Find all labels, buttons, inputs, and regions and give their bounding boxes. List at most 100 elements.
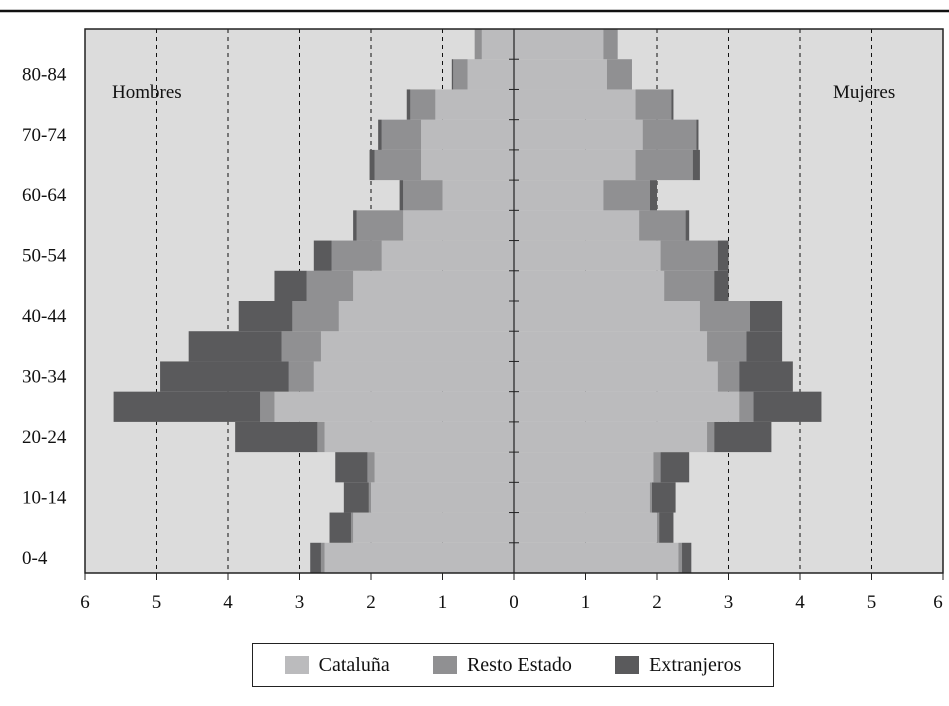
bar-mujeres-cataluna-40-44 xyxy=(514,301,700,332)
bar-mujeres-extranjeros-55-59 xyxy=(685,210,690,241)
x-tick-label: 1 xyxy=(581,592,591,613)
bar-mujeres-cataluna-85+ xyxy=(514,29,604,60)
bar-mujeres-cataluna-75-79 xyxy=(514,89,636,120)
y-tick-label: 60-64 xyxy=(22,185,67,206)
bar-mujeres-cataluna-15-19 xyxy=(514,452,654,483)
bar-mujeres-resto-estado-10-14 xyxy=(649,482,652,513)
bar-mujeres-cataluna-70-74 xyxy=(514,119,643,150)
x-tick-label: 0 xyxy=(509,592,519,613)
bar-mujeres-cataluna-80-84 xyxy=(514,59,607,90)
y-tick-label: 10-14 xyxy=(22,487,67,508)
bar-hombres-cataluna-70-74 xyxy=(421,119,514,150)
bar-mujeres-cataluna-10-14 xyxy=(514,482,650,513)
mujeres-label: Mujeres xyxy=(833,82,895,103)
bar-hombres-resto-estado-60-64 xyxy=(403,180,443,211)
bar-hombres-resto-estado-10-14 xyxy=(368,482,371,513)
bar-hombres-resto-estado-5-9 xyxy=(350,512,354,543)
bar-mujeres-resto-estado-35-39 xyxy=(707,331,747,362)
bar-mujeres-cataluna-45-49 xyxy=(514,270,665,301)
bar-hombres-extranjeros-60-64 xyxy=(399,180,404,211)
bar-hombres-resto-estado-50-54 xyxy=(331,240,382,271)
bar-hombres-extranjeros-35-39 xyxy=(188,331,282,362)
bar-mujeres-resto-estado-40-44 xyxy=(699,301,750,332)
legend-swatch-cataluna xyxy=(284,656,309,674)
bar-hombres-extranjeros-45-49 xyxy=(274,270,307,301)
bar-hombres-extranjeros-0-4 xyxy=(310,542,321,573)
bar-mujeres-resto-estado-65-69 xyxy=(635,149,693,181)
legend-item-extranjeros: Extranjeros xyxy=(615,654,741,677)
bar-hombres-resto-estado-75-79 xyxy=(410,89,436,120)
bar-mujeres-resto-estado-0-4 xyxy=(678,542,683,573)
bar-hombres-cataluna-60-64 xyxy=(442,180,514,211)
x-tick-label: 4 xyxy=(795,592,805,613)
legend-label-cataluna: Cataluña xyxy=(318,653,390,676)
bar-hombres-cataluna-30-34 xyxy=(313,361,514,392)
bar-mujeres-resto-estado-85+ xyxy=(603,29,618,60)
bar-hombres-extranjeros-30-34 xyxy=(160,361,289,392)
bar-mujeres-resto-estado-25-29 xyxy=(739,391,754,422)
bar-mujeres-cataluna-60-64 xyxy=(514,180,604,211)
bar-hombres-cataluna-15-19 xyxy=(374,452,514,483)
bar-hombres-resto-estado-55-59 xyxy=(356,210,404,241)
legend-item-resto-estado: Resto Estado xyxy=(432,653,572,677)
bar-hombres-resto-estado-35-39 xyxy=(281,331,321,362)
bar-mujeres-resto-estado-20-24 xyxy=(707,421,715,453)
legend-swatch-resto-estado xyxy=(432,656,457,674)
bar-mujeres-resto-estado-60-64 xyxy=(603,180,650,211)
bar-mujeres-cataluna-25-29 xyxy=(514,391,740,422)
bar-hombres-cataluna-40-44 xyxy=(338,301,514,332)
bar-mujeres-resto-estado-15-19 xyxy=(653,452,661,483)
bar-hombres-cataluna-20-24 xyxy=(324,421,514,453)
bar-mujeres-extranjeros-50-54 xyxy=(717,240,729,271)
bar-mujeres-extranjeros-75-79 xyxy=(671,89,674,120)
x-tick-label: 1 xyxy=(438,592,448,613)
bar-mujeres-cataluna-55-59 xyxy=(514,210,640,241)
bar-hombres-extranjeros-80-84 xyxy=(451,59,454,90)
bar-mujeres-cataluna-5-9 xyxy=(514,512,657,543)
bar-mujeres-resto-estado-5-9 xyxy=(657,512,660,543)
x-tick-label: 2 xyxy=(366,592,376,613)
bar-hombres-resto-estado-15-19 xyxy=(367,452,375,483)
bar-mujeres-resto-estado-80-84 xyxy=(606,59,632,90)
bar-mujeres-cataluna-65-69 xyxy=(514,149,636,181)
bar-mujeres-resto-estado-70-74 xyxy=(642,119,697,150)
bar-hombres-cataluna-75-79 xyxy=(435,89,514,120)
legend: Cataluña Resto Estado Extranjeros xyxy=(252,643,774,687)
bars xyxy=(113,29,822,573)
x-tick-label: 3 xyxy=(724,592,734,613)
bar-hombres-extranjeros-50-54 xyxy=(313,240,332,271)
bar-hombres-resto-estado-0-4 xyxy=(320,542,325,573)
legend-label-resto-estado: Resto Estado xyxy=(466,653,572,676)
x-tick-label: 4 xyxy=(223,592,233,613)
bar-hombres-extranjeros-10-14 xyxy=(343,482,369,513)
bar-hombres-extranjeros-15-19 xyxy=(335,452,368,483)
bar-hombres-resto-estado-45-49 xyxy=(306,270,354,301)
bar-mujeres-extranjeros-35-39 xyxy=(746,331,783,362)
x-tick-label: 6 xyxy=(933,592,943,613)
bar-mujeres-resto-estado-55-59 xyxy=(639,210,686,241)
bar-mujeres-extranjeros-70-74 xyxy=(696,119,699,150)
bar-hombres-extranjeros-25-29 xyxy=(113,391,261,422)
bar-hombres-resto-estado-70-74 xyxy=(381,119,422,150)
x-tick-label: 2 xyxy=(652,592,662,613)
bar-mujeres-extranjeros-10-14 xyxy=(651,482,676,513)
bar-mujeres-cataluna-20-24 xyxy=(514,421,708,453)
bar-mujeres-resto-estado-50-54 xyxy=(660,240,718,271)
legend-label-extranjeros: Extranjeros xyxy=(649,653,742,676)
bar-hombres-extranjeros-5-9 xyxy=(329,512,351,543)
y-tick-label: 20-24 xyxy=(22,427,67,448)
bar-hombres-resto-estado-20-24 xyxy=(317,421,325,453)
bar-mujeres-extranjeros-5-9 xyxy=(659,512,674,543)
bar-mujeres-cataluna-0-4 xyxy=(514,542,679,573)
bar-mujeres-extranjeros-45-49 xyxy=(714,270,729,301)
bar-mujeres-extranjeros-15-19 xyxy=(660,452,690,483)
bar-mujeres-extranjeros-25-29 xyxy=(753,391,822,422)
hombres-label: Hombres xyxy=(112,82,182,103)
bar-hombres-resto-estado-30-34 xyxy=(288,361,314,392)
y-tick-label: 30-34 xyxy=(22,367,67,388)
y-tick-label: 70-74 xyxy=(22,125,67,146)
bar-mujeres-extranjeros-60-64 xyxy=(649,180,657,211)
bar-hombres-resto-estado-80-84 xyxy=(453,59,468,90)
bar-hombres-resto-estado-85+ xyxy=(474,29,482,60)
bar-mujeres-extranjeros-40-44 xyxy=(749,301,783,332)
